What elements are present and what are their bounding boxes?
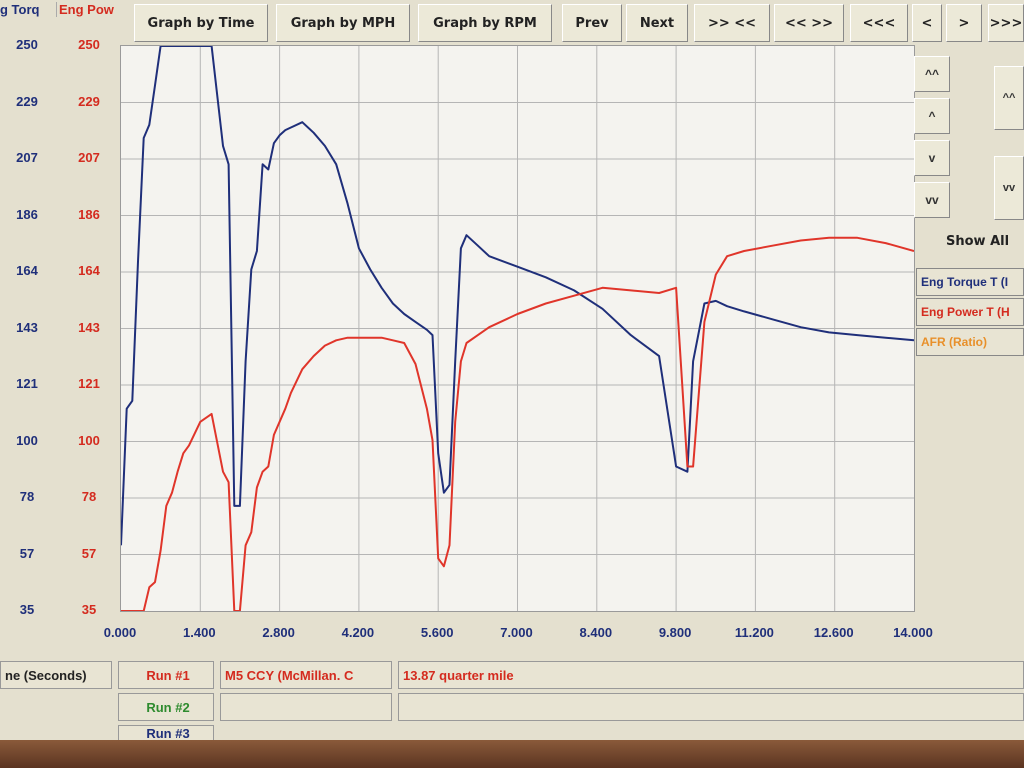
next-button[interactable]: Next (626, 4, 688, 42)
run2-label[interactable]: Run #2 (118, 693, 214, 721)
scroll-right-button[interactable]: > (946, 4, 982, 42)
x-axis-title: ne (Seconds) (0, 661, 112, 689)
x-tick-label: 14.000 (893, 625, 933, 640)
x-tick-label: 12.600 (813, 625, 854, 640)
graph-by-rpm-button[interactable]: Graph by RPM (418, 4, 552, 42)
y-tick-label-power: 164 (78, 263, 100, 278)
zoom-in-button[interactable]: >> << (694, 4, 770, 42)
scroll-down-fast-button[interactable]: vv (914, 182, 950, 218)
y-tick-label-power: 186 (78, 206, 100, 222)
scroll-left-button[interactable]: < (912, 4, 942, 42)
y-tick-label-power: 121 (78, 376, 100, 391)
graph-by-mph-button[interactable]: Graph by MPH (276, 4, 410, 42)
legend-item-afr[interactable]: AFR (Ratio) (916, 328, 1024, 356)
y-tick-label-torque: 78 (19, 489, 35, 504)
x-tick-label: 8.400 (579, 625, 613, 640)
right-scroll-down-button[interactable]: vv (994, 156, 1024, 220)
scroll-right-fast-button[interactable]: >>> (988, 4, 1024, 42)
show-all-button[interactable]: Show All (946, 234, 1010, 249)
chart-plot-area (120, 45, 915, 612)
legend-item-power[interactable]: Eng Power T (H (916, 298, 1024, 326)
legend-item-torque[interactable]: Eng Torque T (I (916, 268, 1024, 296)
y-tick-label-torque: 35 (19, 602, 35, 617)
x-tick-label: 2.800 (262, 625, 295, 640)
x-tick-label: 9.800 (658, 625, 692, 640)
side-panel: ^^ ^ v vv ^^ vv Show All Eng Torque T (I… (910, 46, 1024, 666)
y-tick-label-power: 207 (78, 150, 100, 165)
bottom-panel: ne (Seconds) Run #1 M5 CCY (McMillan. C … (0, 655, 1024, 741)
y-tick-label-power: 229 (78, 93, 100, 109)
application-window: g Torq Eng Pow Graph by Time Graph by MP… (0, 0, 1024, 741)
right-scroll-up-button[interactable]: ^^ (994, 66, 1024, 130)
x-tick-label: 11.200 (734, 625, 774, 640)
y-tick-label-torque: 164 (16, 263, 38, 278)
y-tick-label-power: 143 (78, 319, 100, 335)
scroll-left-fast-button[interactable]: <<< (850, 4, 908, 42)
scroll-up-button[interactable]: ^ (914, 98, 950, 134)
x-tick-label: 7.000 (500, 625, 533, 640)
y-tick-label-torque: 250 (16, 37, 38, 52)
y-tick-label-torque: 207 (16, 150, 38, 165)
y-tick-label-torque: 121 (16, 376, 38, 391)
desk-surface (0, 740, 1024, 768)
y-tick-label-power: 100 (78, 432, 100, 448)
scroll-up-fast-button[interactable]: ^^ (914, 56, 950, 92)
y-tick-label-torque: 186 (16, 206, 38, 222)
y-tick-label-torque: 57 (19, 545, 35, 561)
series-line-1 (121, 236, 914, 611)
zoom-out-button[interactable]: << >> (774, 4, 844, 42)
run2-description (220, 693, 392, 721)
chart-svg (121, 46, 914, 611)
y-tick-label-power: 78 (81, 489, 97, 504)
run1-label[interactable]: Run #1 (118, 661, 214, 689)
x-tick-label: 1.400 (183, 625, 216, 640)
y-tick-label-power: 35 (81, 602, 97, 617)
y-tick-label-power: 250 (78, 37, 100, 52)
y-tick-label-torque: 100 (16, 432, 38, 448)
x-tick-label: 4.200 (341, 625, 375, 640)
x-tick-label: 5.600 (420, 625, 454, 640)
power-axis-header: Eng Pow (56, 2, 129, 17)
y-tick-label-torque: 229 (16, 93, 38, 109)
run2-note (398, 693, 1024, 721)
run3-label[interactable]: Run #3 (118, 725, 214, 741)
y-tick-label-torque: 143 (16, 319, 38, 335)
scroll-down-button[interactable]: v (914, 140, 950, 176)
run1-description: M5 CCY (McMillan. C (220, 661, 392, 689)
run1-note: 13.87 quarter mile (398, 661, 1024, 689)
x-tick-label: 0.000 (103, 625, 137, 640)
torque-axis-header: g Torq (0, 2, 40, 17)
series-line-0 (121, 46, 914, 546)
prev-button[interactable]: Prev (562, 4, 622, 42)
graph-by-time-button[interactable]: Graph by Time (134, 4, 268, 42)
y-tick-label-power: 57 (81, 545, 97, 561)
